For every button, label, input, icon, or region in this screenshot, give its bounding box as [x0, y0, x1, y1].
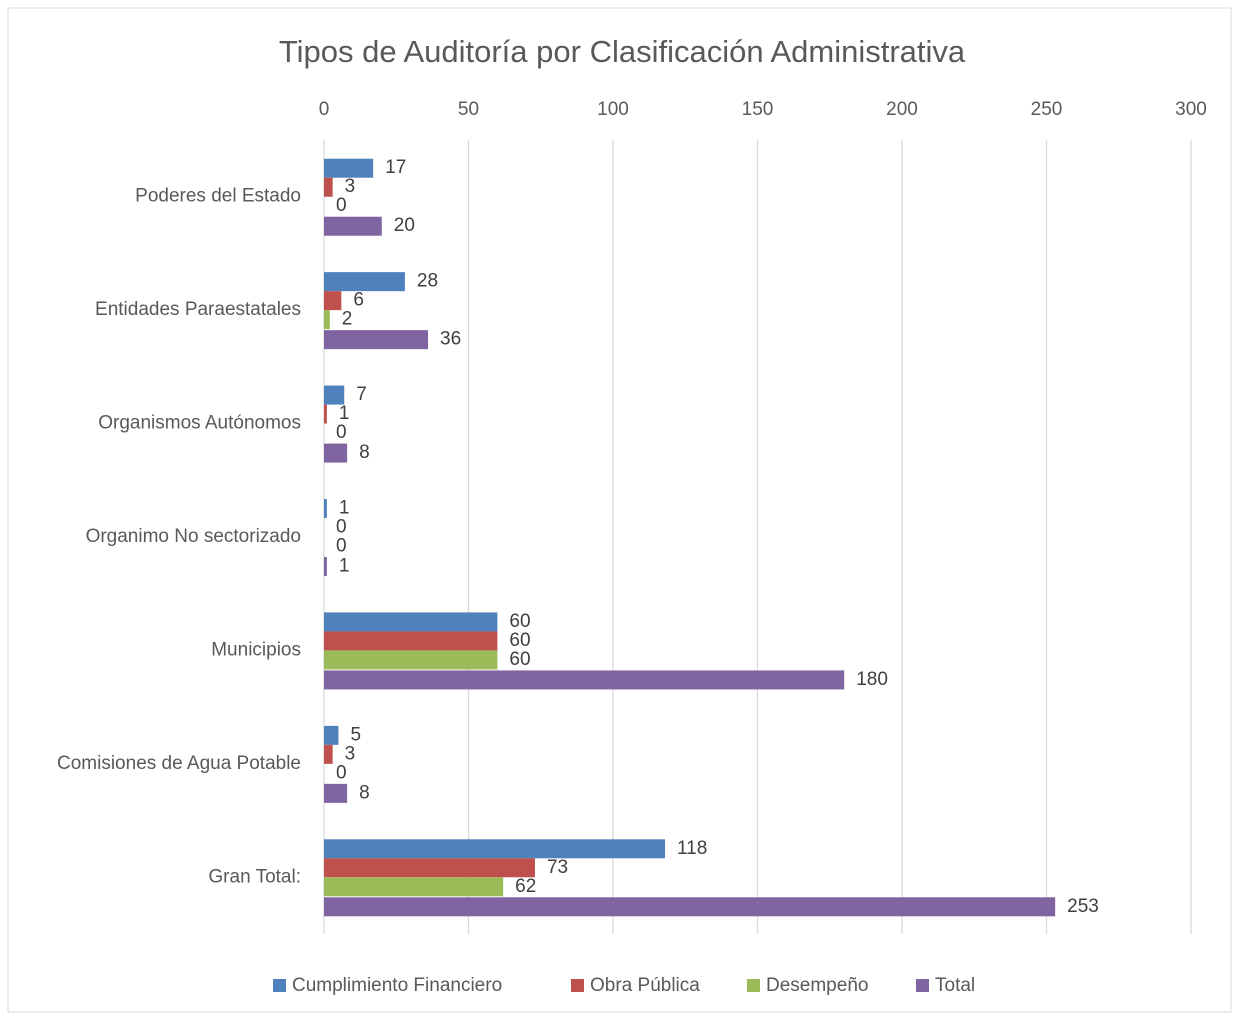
data-label: 0 — [336, 195, 347, 216]
bar — [324, 272, 405, 292]
x-tick-label: 250 — [1031, 99, 1063, 120]
bar — [324, 216, 382, 236]
x-tick-label: 100 — [597, 99, 629, 120]
data-label: 1 — [339, 403, 350, 424]
bar — [324, 744, 333, 764]
data-label: 0 — [336, 762, 347, 783]
x-tick-label: 0 — [319, 99, 330, 120]
y-tick-label: Municipios — [211, 639, 301, 660]
bar — [324, 291, 342, 311]
legend-label: Total — [935, 975, 975, 996]
bar — [324, 877, 504, 897]
y-tick-label: Organimo No sectorizado — [86, 526, 301, 547]
data-label: 5 — [350, 724, 361, 745]
data-label: 7 — [356, 384, 367, 405]
data-label: 0 — [336, 422, 347, 443]
legend-swatch — [273, 979, 286, 992]
data-label: 1 — [339, 498, 350, 519]
bar — [324, 310, 330, 330]
data-label: 0 — [336, 536, 347, 557]
data-label: 8 — [359, 442, 370, 463]
chart-border — [7, 7, 1232, 1013]
data-label: 253 — [1067, 896, 1099, 917]
data-label: 17 — [385, 157, 406, 178]
bar — [324, 177, 333, 197]
data-label: 60 — [509, 649, 530, 670]
chart-title: Tipos de Auditoría por Clasificación Adm… — [279, 34, 966, 69]
bar — [324, 330, 429, 350]
data-label: 6 — [353, 290, 364, 311]
x-tick-label: 50 — [458, 99, 479, 120]
legend-label: Desempeño — [766, 975, 868, 996]
data-label: 180 — [856, 669, 888, 690]
data-label: 1 — [339, 556, 350, 577]
bar — [324, 443, 348, 463]
data-label: 60 — [509, 611, 530, 632]
data-label: 36 — [440, 329, 461, 350]
bar — [324, 650, 498, 670]
data-label: 62 — [515, 876, 536, 897]
y-tick-label: Gran Total: — [208, 866, 301, 887]
bar — [324, 631, 498, 651]
bar — [324, 725, 339, 745]
data-label: 118 — [677, 838, 707, 859]
y-tick-label: Entidades Paraestatales — [95, 299, 301, 320]
legend-swatch — [916, 979, 929, 992]
data-label: 2 — [342, 309, 353, 330]
y-tick-label: Comisiones de Agua Potable — [57, 753, 301, 774]
bar — [324, 557, 327, 576]
data-label: 73 — [547, 857, 568, 878]
bar — [324, 404, 327, 424]
bar — [324, 670, 845, 690]
data-label: 28 — [417, 271, 438, 292]
data-label: 3 — [345, 743, 356, 764]
data-label: 20 — [394, 215, 415, 236]
bar — [324, 783, 348, 803]
legend-swatch — [571, 979, 584, 992]
x-tick-label: 150 — [742, 99, 774, 120]
bar — [324, 385, 345, 405]
legend-label: Cumplimiento Financiero — [292, 975, 502, 996]
x-tick-label: 200 — [886, 99, 918, 120]
data-label: 0 — [336, 517, 347, 538]
data-label: 8 — [359, 782, 370, 803]
bar — [324, 158, 374, 178]
bar — [324, 499, 327, 518]
bar — [324, 858, 535, 878]
y-tick-label: Organismos Autónomos — [98, 413, 301, 434]
bar — [324, 839, 666, 859]
x-tick-label: 300 — [1175, 99, 1207, 120]
legend-swatch — [747, 979, 760, 992]
data-label: 60 — [509, 630, 530, 651]
legend-label: Obra Pública — [590, 975, 700, 996]
bar — [324, 897, 1056, 917]
y-tick-label: Poderes del Estado — [135, 186, 301, 207]
data-label: 3 — [345, 176, 356, 197]
bar — [324, 612, 498, 632]
